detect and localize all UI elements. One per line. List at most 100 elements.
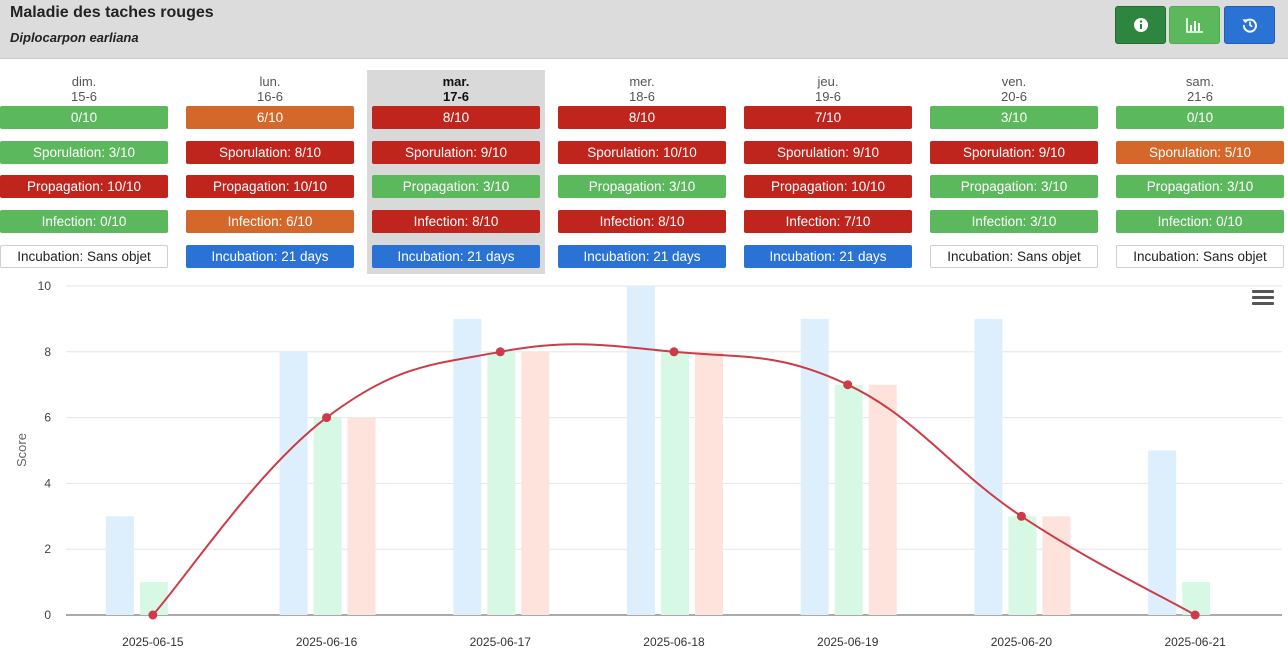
sporulation-badge: Sporulation: 8/10: [186, 141, 354, 164]
x-tick-label: 2025-06-21: [1164, 635, 1226, 649]
incubation-badge: Incubation: 21 days: [744, 245, 912, 268]
bar: [347, 417, 376, 615]
propagation-badge: Propagation: 3/10: [372, 175, 540, 198]
chart-button[interactable]: [1169, 6, 1220, 44]
propagation-badge: Propagation: 3/10: [1116, 175, 1284, 198]
infection-badge: Infection: 7/10: [744, 210, 912, 233]
risk-point: [1016, 511, 1026, 521]
x-tick-label: 2025-06-18: [643, 635, 705, 649]
bar: [834, 384, 863, 615]
bar: [627, 286, 655, 615]
y-tick-label: 8: [44, 345, 51, 359]
info-button[interactable]: [1115, 6, 1166, 44]
bar: [1148, 450, 1177, 615]
sporulation-badge: Sporulation: 5/10: [1116, 141, 1284, 164]
bar: [974, 318, 1003, 615]
incubation-badge: Incubation: 21 days: [372, 245, 540, 268]
y-tick-label: 10: [38, 279, 52, 293]
propagation-badge: Propagation: 10/10: [186, 175, 354, 198]
incubation-badge: Incubation: 21 days: [186, 245, 354, 268]
day-date: 17-6: [442, 89, 470, 104]
y-tick-label: 0: [44, 608, 51, 622]
bar-chart-icon: [1185, 18, 1203, 33]
day-date: 21-6: [1186, 89, 1214, 104]
x-tick-label: 2025-06-19: [817, 635, 879, 649]
sporulation-badge: Sporulation: 9/10: [930, 141, 1098, 164]
propagation-badge: Propagation: 3/10: [558, 175, 726, 198]
day-name: sam.: [1185, 74, 1215, 89]
y-tick-label: 4: [44, 476, 51, 490]
infection-badge: Infection: 0/10: [1116, 210, 1284, 233]
day-column: dim. 15-6 0/10 Sporulation: 3/10 Propagation…: [0, 70, 173, 274]
risk-chart: 0 2 4 6 8 10 Score 2025-06-15 2025-06-16 2025-06-…: [14, 279, 1282, 649]
risk-point: [843, 380, 853, 390]
day-column: sam. 21-6 0/10 Sporulation: 5/10 Propagation…: [1111, 70, 1288, 274]
propagation-badge: Propagation: 3/10: [930, 175, 1098, 198]
infection-badge: Infection: 3/10: [930, 210, 1098, 233]
sporulation-badge: Sporulation: 10/10: [558, 141, 726, 164]
bar: [695, 351, 723, 615]
bar: [661, 351, 689, 615]
risk-score-badge: 8/10: [372, 106, 540, 129]
risk-score-badge: 0/10: [0, 106, 168, 129]
history-icon: [1242, 18, 1257, 33]
propagation-badge: Propagation: 10/10: [744, 175, 912, 198]
risk-score-badge: 0/10: [1116, 106, 1284, 129]
page-title: Maladie des taches rouges: [10, 4, 214, 21]
day-date: 19-6: [814, 89, 842, 104]
infection-badge: Infection: 8/10: [372, 210, 540, 233]
day-column: jeu. 19-6 7/10 Sporulation: 9/10 Propagation…: [739, 70, 917, 274]
day-name: jeu.: [817, 74, 839, 89]
sporulation-badge: Sporulation: 9/10: [744, 141, 912, 164]
day-name: mar.: [442, 74, 470, 89]
day-name: lun.: [259, 74, 281, 89]
day-column: ven. 20-6 3/10 Sporulation: 9/10 Propagation…: [925, 70, 1103, 274]
risk-point: [1190, 610, 1200, 620]
y-tick-label: 2: [44, 542, 51, 556]
day-column: mer. 18-6 8/10 Sporulation: 10/10 Propagatio…: [553, 70, 731, 274]
day-date: 20-6: [1000, 89, 1028, 104]
day-name: ven.: [1001, 74, 1027, 89]
chart-menu-icon[interactable]: [1252, 290, 1274, 306]
bar: [1008, 516, 1037, 615]
header-bar: Maladie des taches rouges Diplocarpon ea…: [0, 0, 1288, 59]
incubation-badge: Incubation: Sans objet: [1116, 245, 1284, 268]
propagation-badge: Propagation: 10/10: [0, 175, 168, 198]
bar: [139, 582, 168, 615]
x-tick-label: 2025-06-20: [991, 635, 1053, 649]
bar: [487, 351, 516, 615]
risk-score-badge: 8/10: [558, 106, 726, 129]
day-column: lun. 16-6 6/10 Sporulation: 8/10 Propagation…: [181, 70, 359, 274]
day-name: mer.: [629, 74, 655, 89]
bar: [313, 417, 342, 615]
x-tick-label: 2025-06-16: [296, 635, 358, 649]
day-date: 15-6: [70, 89, 98, 104]
info-icon: [1133, 18, 1148, 32]
risk-point: [322, 413, 332, 423]
day-column: mar. 17-6 8/10 Sporulation: 9/10 Propagation…: [367, 70, 545, 274]
infection-badge: Infection: 8/10: [558, 210, 726, 233]
history-button[interactable]: [1224, 6, 1275, 44]
day-date: 18-6: [628, 89, 656, 104]
day-date: 16-6: [256, 89, 284, 104]
risk-point: [669, 347, 679, 357]
sporulation-badge: Sporulation: 3/10: [0, 141, 168, 164]
infection-badge: Infection: 6/10: [186, 210, 354, 233]
bar: [868, 384, 897, 615]
bar: [1042, 516, 1071, 615]
incubation-badge: Incubation: Sans objet: [930, 245, 1098, 268]
y-tick-label: 6: [44, 411, 51, 425]
x-tick-label: 2025-06-17: [470, 635, 532, 649]
bar: [453, 318, 482, 615]
incubation-badge: Incubation: Sans objet: [0, 245, 168, 268]
page-subtitle: Diplocarpon earliana: [10, 30, 139, 45]
bar: [105, 516, 134, 615]
day-name: dim.: [71, 74, 97, 89]
infection-badge: Infection: 0/10: [0, 210, 168, 233]
bar: [521, 351, 550, 615]
risk-score-badge: 7/10: [744, 106, 912, 129]
risk-point: [148, 610, 158, 620]
risk-score-badge: 6/10: [186, 106, 354, 129]
bar: [279, 351, 308, 615]
x-tick-label: 2025-06-15: [122, 635, 184, 649]
